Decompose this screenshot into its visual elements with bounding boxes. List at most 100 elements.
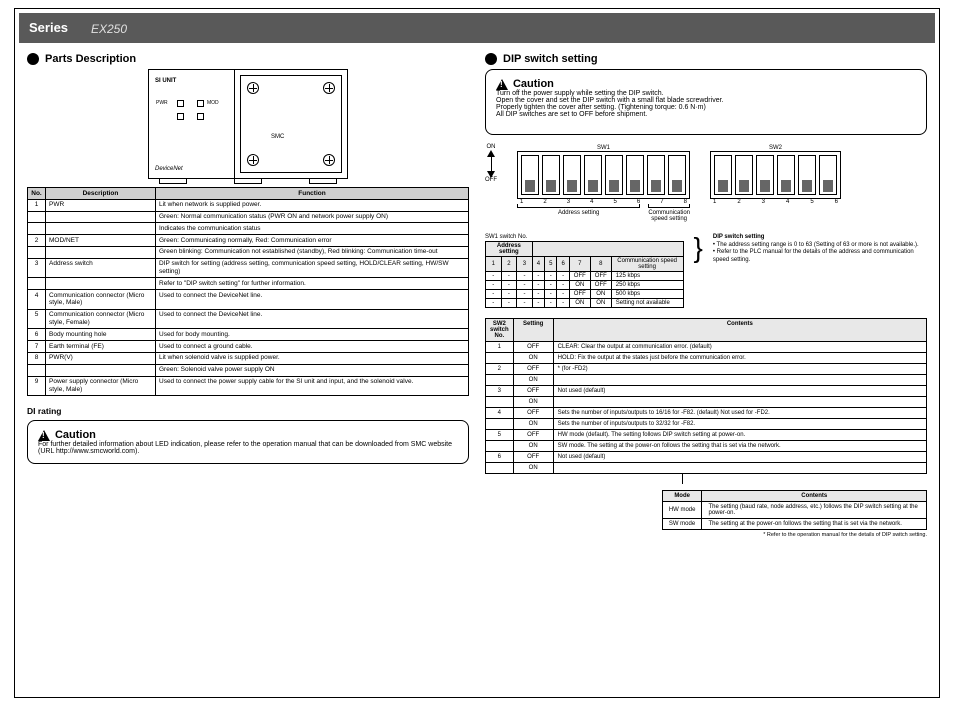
dip-switch[interactable]	[714, 155, 732, 195]
c: 500 kbps	[611, 290, 683, 299]
baud-th: 4	[532, 257, 544, 272]
c: ON	[513, 419, 553, 430]
baud-th: 6	[557, 257, 569, 272]
cell-desc: Body mounting hole	[46, 329, 156, 341]
c	[486, 375, 514, 386]
baud-wrap: SW1 switch No. Address setting 123456 7 …	[485, 234, 927, 308]
dip-switch[interactable]	[542, 155, 560, 195]
brand-text: DeviceNet	[155, 166, 183, 172]
c: 250 kbps	[611, 281, 683, 290]
baud-table-block: SW1 switch No. Address setting 123456 7 …	[485, 234, 684, 308]
right-heading-row: DIP switch setting	[485, 53, 927, 65]
table-row: 7Earth terminal (FE)Used to connect a gr…	[28, 341, 469, 353]
hwsw-wrap: Mode Contents HW modeThe setting (baud r…	[485, 474, 927, 538]
baud-note2: • Refer to the PLC manual for the detail…	[713, 249, 927, 264]
led-pwr	[177, 100, 184, 107]
c: The setting (baud rate, node address, et…	[702, 502, 927, 519]
config-table: SW2 switch No. Setting Contents 1OFFCLEA…	[485, 318, 927, 474]
c: ON	[590, 299, 611, 308]
table-row: ONHOLD: Fix the output at the states jus…	[486, 353, 927, 364]
sw1-nums: 12345678	[517, 199, 690, 205]
cell-func: Green: Solenoid valve power supply ON	[156, 364, 469, 376]
baud-body: ------OFFOFF125 kbps------ONOFF250 kbps-…	[486, 272, 684, 308]
cell-func: Lit when network is supplied power.	[156, 199, 469, 211]
c: OFF	[513, 386, 553, 397]
caution-box-right: Caution Turn off the power supply while …	[485, 69, 927, 135]
table-row: ------OFFOFF125 kbps	[486, 272, 684, 281]
sw-num: 2	[543, 199, 546, 205]
dip-switch[interactable]	[819, 155, 837, 195]
dip-switch[interactable]	[735, 155, 753, 195]
sw-num: 6	[835, 199, 838, 205]
c: HOLD: Fix the output at the states just …	[553, 353, 926, 364]
cell-func: Green: Communicating normally, Red: Comm…	[156, 235, 469, 247]
sw-num: 7	[660, 199, 663, 205]
baud-th: 2	[501, 257, 517, 272]
c: 3	[486, 386, 514, 397]
c: OFF	[569, 272, 590, 281]
header-model: EX250	[91, 22, 127, 36]
cell-func: Refer to "DIP switch setting" for furthe…	[156, 278, 469, 290]
table-row: ON	[486, 463, 927, 474]
cfg-head-set: Setting	[513, 319, 553, 342]
cell-func: Used to connect the DeviceNet line.	[156, 309, 469, 329]
cell-desc	[46, 246, 156, 258]
screw-icon	[323, 154, 335, 166]
c: ON	[513, 375, 553, 386]
c	[486, 397, 514, 408]
cell-no: 8	[28, 352, 46, 364]
baud-th: 5	[545, 257, 557, 272]
c: -	[517, 281, 533, 290]
header-bar: Series EX250	[19, 13, 935, 43]
dip-switch[interactable]	[777, 155, 795, 195]
curly-brace: }	[694, 234, 703, 262]
col-no: No.	[28, 188, 46, 200]
sw1-bank	[517, 151, 690, 199]
c	[553, 463, 926, 474]
right-heading: DIP switch setting	[503, 53, 598, 65]
dip-switch[interactable]	[584, 155, 602, 195]
cell-func: Used to connect a ground cable.	[156, 341, 469, 353]
c: OFF	[569, 290, 590, 299]
cell-no: 4	[28, 290, 46, 310]
hwsw-head-mode: Mode	[662, 491, 702, 502]
cell-func: DIP switch for setting (address setting,…	[156, 258, 469, 278]
table-row: 1OFFCLEAR: Clear the output at communica…	[486, 342, 927, 353]
dip-switch[interactable]	[605, 155, 623, 195]
sw-num: 4	[590, 199, 593, 205]
dip-switch[interactable]	[756, 155, 774, 195]
cell-no: 6	[28, 329, 46, 341]
c	[486, 419, 514, 430]
c: -	[557, 290, 569, 299]
sw-num: 5	[614, 199, 617, 205]
dip-switch[interactable]	[521, 155, 539, 195]
hwsw-body: HW modeThe setting (baud rate, node addr…	[662, 502, 926, 530]
dip-switch[interactable]	[626, 155, 644, 195]
c: ON	[513, 353, 553, 364]
c: 5	[486, 430, 514, 441]
cell-no: 2	[28, 235, 46, 247]
lead-line	[682, 474, 927, 484]
dip-switch[interactable]	[798, 155, 816, 195]
cell-desc: PWR	[46, 199, 156, 211]
c: Not used (default)	[553, 452, 926, 463]
dip-switch[interactable]	[647, 155, 665, 195]
table-row: Indicates the communication status	[28, 223, 469, 235]
dip-switch[interactable]	[563, 155, 581, 195]
table-row: 6OFFNot used (default)	[486, 452, 927, 463]
sw-num: 8	[684, 199, 687, 205]
c: 125 kbps	[611, 272, 683, 281]
brace-speed: Communication speed setting	[648, 207, 690, 222]
c: -	[486, 272, 502, 281]
table-row: SW modeThe setting at the power-on follo…	[662, 519, 926, 530]
cell-desc	[46, 278, 156, 290]
c: -	[557, 281, 569, 290]
dip-switch[interactable]	[668, 155, 686, 195]
sw2-nums: 123456	[710, 199, 841, 205]
off-label: OFF	[485, 178, 497, 183]
c: 4	[486, 408, 514, 419]
caution-body: Turn off the power supply while setting …	[496, 90, 916, 118]
cell-desc: Communication connector (Micro style, Fe…	[46, 309, 156, 329]
cell-desc: Power supply connector (Micro style, Mal…	[46, 376, 156, 396]
c: -	[501, 281, 517, 290]
